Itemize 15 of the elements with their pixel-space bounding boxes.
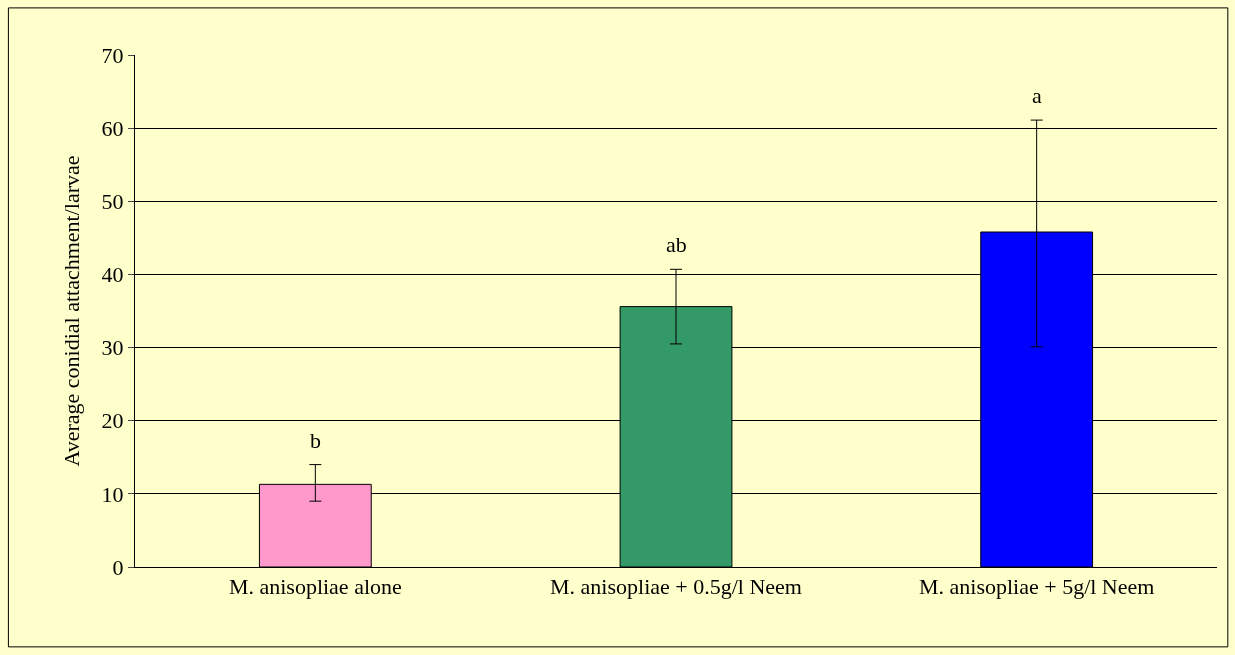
- y-tick-label: 0: [112, 554, 124, 580]
- y-tick-label: 10: [101, 481, 124, 507]
- y-tick-label: 40: [101, 262, 124, 288]
- annotation: ab: [666, 232, 687, 257]
- y-tick-label: 50: [101, 188, 124, 214]
- x-tick-label: M. anisopliae + 0.5g/l Neem: [550, 574, 802, 600]
- y-tick-label: 30: [101, 335, 124, 361]
- x-tick-label: M. anisopliae + 5g/l Neem: [918, 574, 1155, 600]
- annotation: b: [310, 428, 321, 453]
- x-tick-label: M. anisopliae alone: [228, 574, 402, 600]
- y-tick-label: 20: [101, 408, 124, 434]
- y-tick-label: 70: [101, 42, 124, 68]
- y-tick-label: 60: [101, 115, 124, 141]
- y-axis-title: Average conidial attachment/larvae: [59, 155, 85, 467]
- annotation: a: [1032, 83, 1042, 108]
